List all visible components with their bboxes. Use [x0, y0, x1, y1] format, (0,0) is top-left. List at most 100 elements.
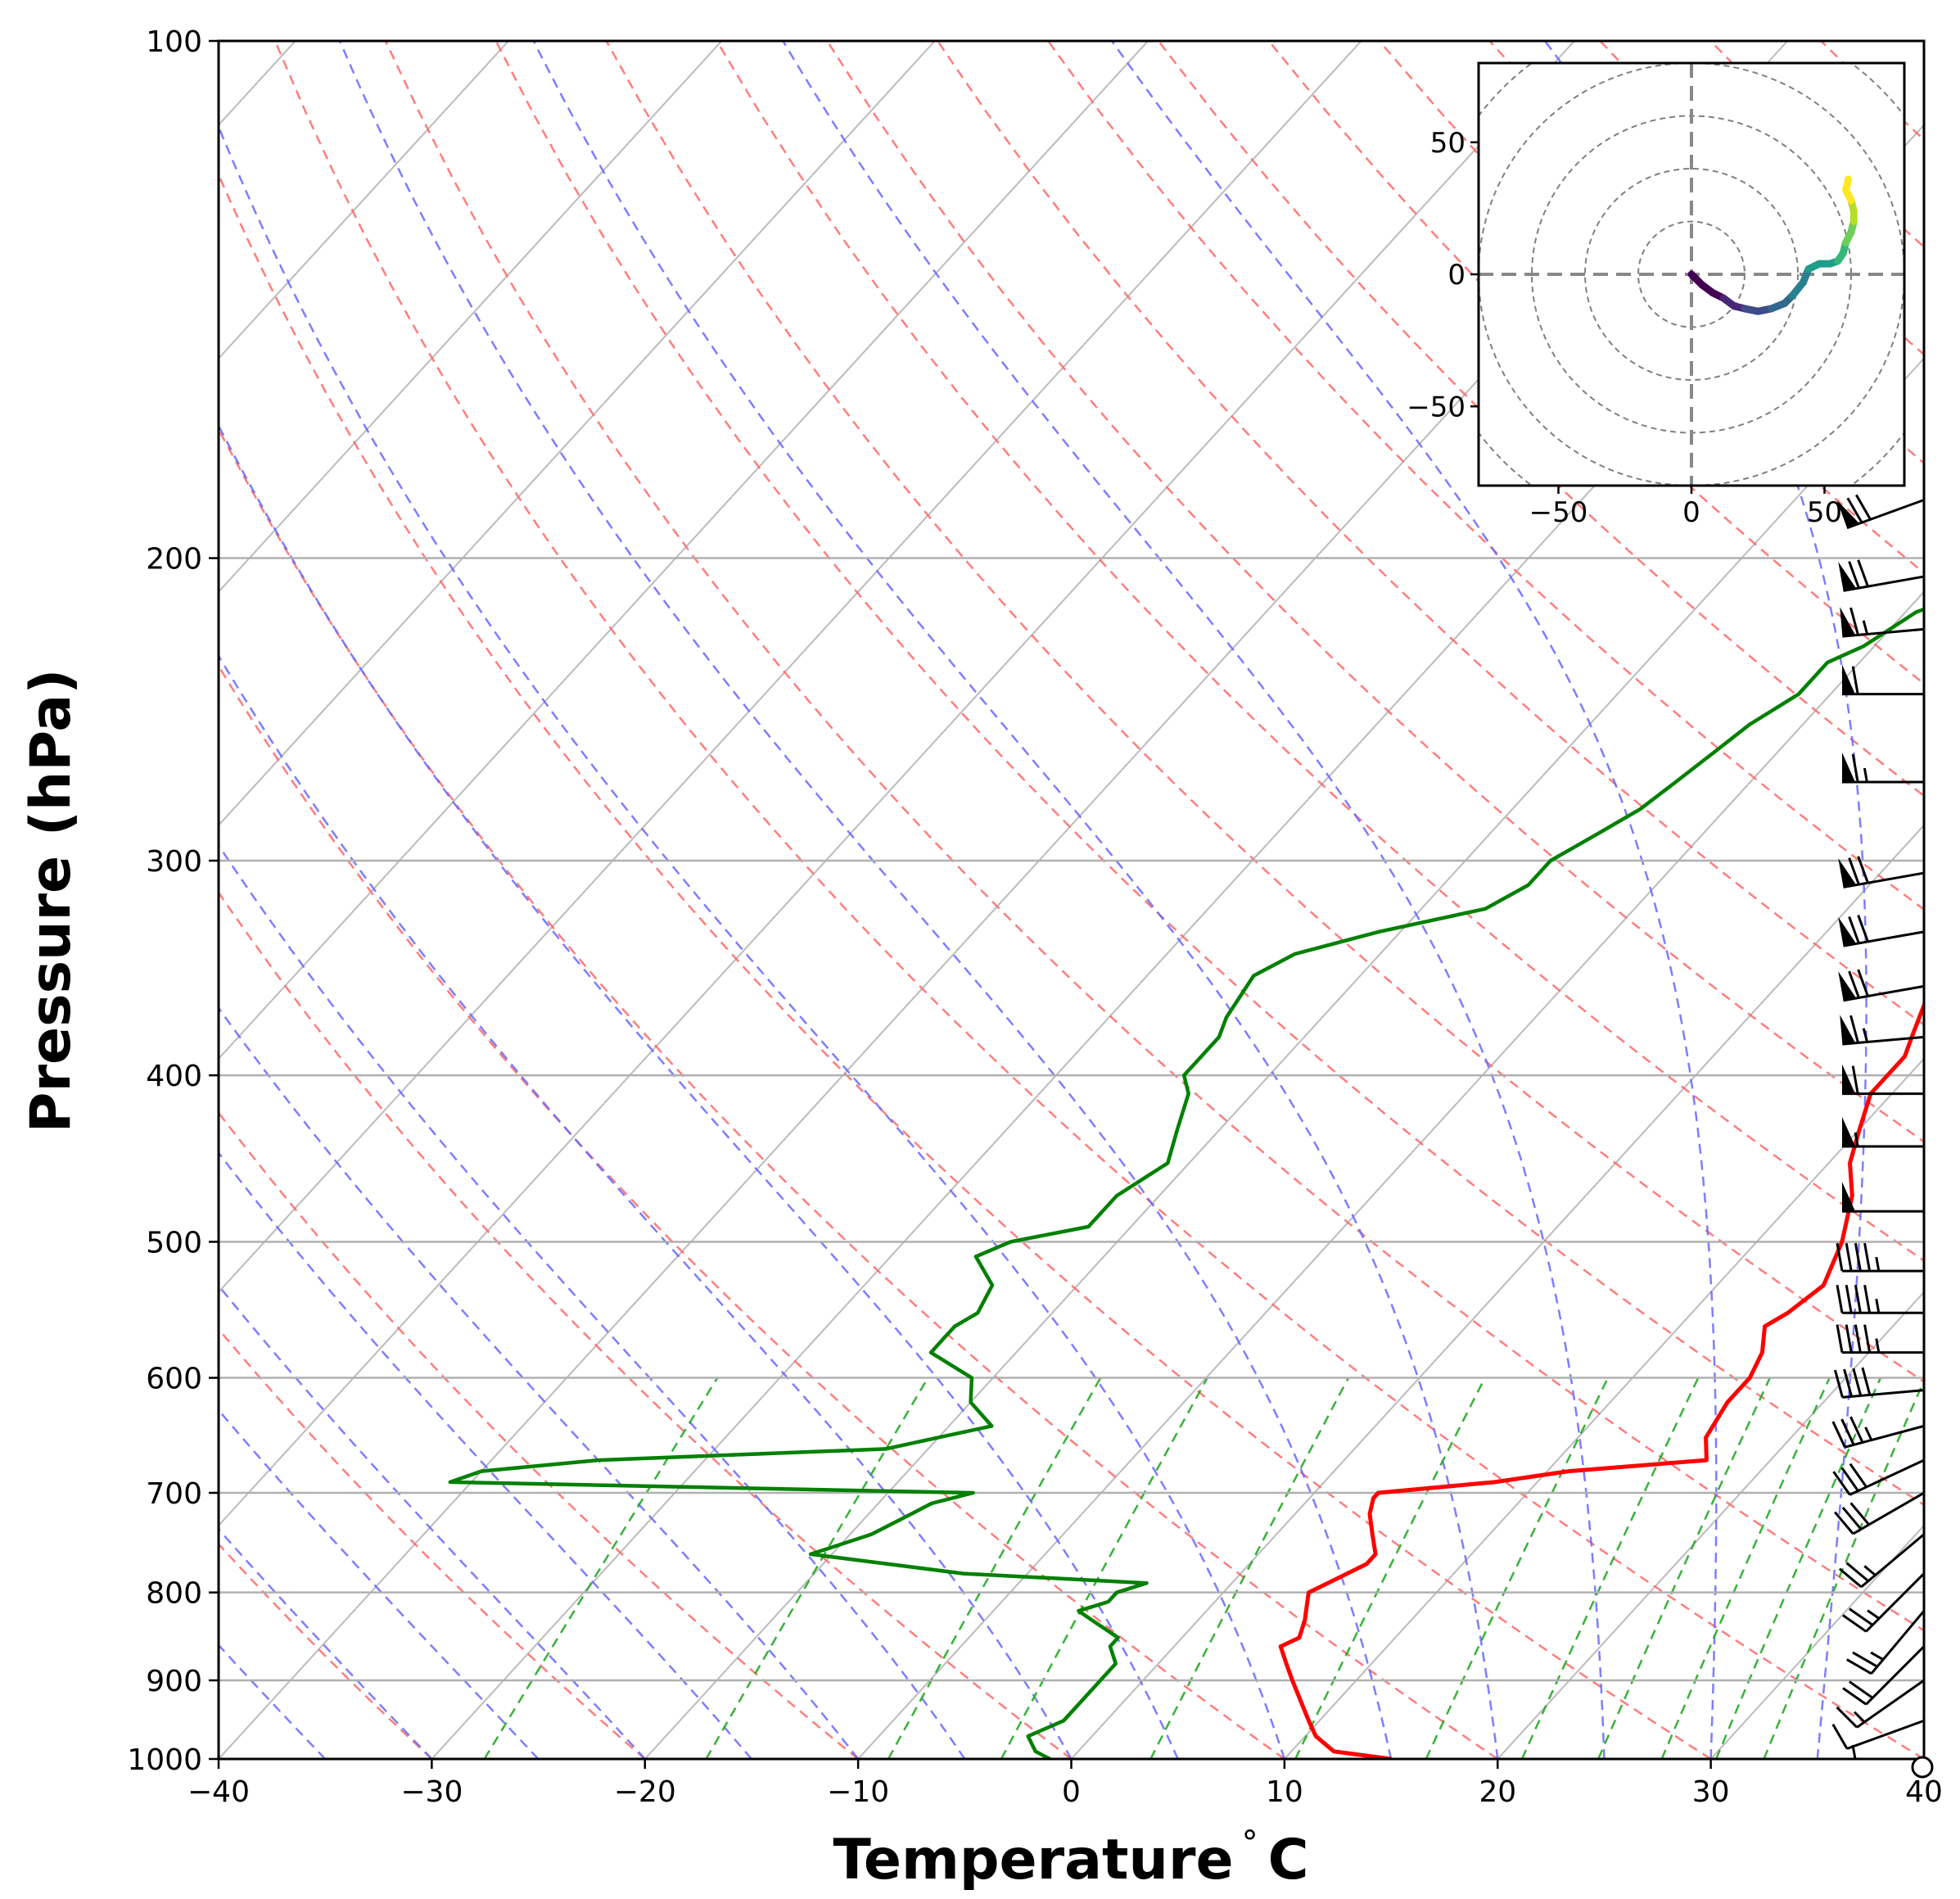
- barb-line: [1848, 561, 1860, 589]
- moist-adiabat-line: [219, 1408, 540, 1759]
- barb-shaft: [1865, 1572, 1926, 1633]
- barb-shaft: [1845, 1424, 1925, 1449]
- dry-adiabat-line: [219, 1327, 646, 1759]
- y-tick-label: 900: [146, 1665, 202, 1698]
- pressure-grid-lines: [219, 41, 1924, 1759]
- hodograph-segment: [1842, 175, 1853, 194]
- barb-shaft: [1849, 1458, 1925, 1496]
- barb-line: [1831, 1723, 1849, 1750]
- barb-flag: [1842, 753, 1855, 783]
- barb-shaft: [1852, 1491, 1925, 1535]
- barb-shaft: [1846, 1719, 1925, 1750]
- isotherm-line: [219, 41, 1149, 1060]
- wind-barb: [1842, 1572, 1926, 1633]
- barb-line: [1857, 856, 1869, 884]
- dry-adiabat-line: [219, 664, 1285, 1759]
- barb-line: [1846, 497, 1863, 523]
- barb-line: [1855, 494, 1872, 521]
- moist-adiabat-line: [532, 41, 1499, 1759]
- dry-adiabat-line: [273, 41, 1924, 1759]
- barb-line: [1845, 1324, 1853, 1353]
- wind-barb: [1842, 1645, 1926, 1706]
- barb-flag: [1838, 971, 1857, 1001]
- barb-line: [1836, 1324, 1844, 1353]
- dry-adiabat-line: [219, 890, 1073, 1759]
- barb-half-line: [1870, 1651, 1884, 1661]
- x-tick-label: 30: [1692, 1775, 1730, 1809]
- x-tick-label: −30: [400, 1775, 463, 1809]
- barb-flag: [1840, 1015, 1856, 1045]
- barb-line: [1831, 1421, 1846, 1448]
- barb-line: [1849, 607, 1859, 635]
- hodograph-ticks: −50 0 50 50 0 −50: [1407, 127, 1842, 529]
- isotherm-line: [1070, 824, 1924, 1759]
- temperature-profile-line: [1278, 999, 1924, 1759]
- barb-line: [1840, 1418, 1855, 1445]
- barb-line: [1854, 1242, 1862, 1272]
- moist-adiabat-line: [219, 843, 966, 1759]
- barb-line: [1834, 1511, 1854, 1535]
- isotherm-line: [219, 41, 509, 360]
- hodograph-x-tick-label: 50: [1807, 496, 1842, 529]
- barb-line: [1849, 1416, 1864, 1444]
- moist-adiabat-line: [219, 1284, 646, 1759]
- wind-barb: [1836, 1324, 1924, 1354]
- barb-shaft: [1843, 930, 1925, 947]
- barb-half-line: [1875, 1256, 1881, 1272]
- y-tick-label: 300: [146, 845, 202, 879]
- barb-flag: [1842, 1116, 1855, 1146]
- hodograph-y-tick-label: −50: [1407, 391, 1465, 423]
- hodograph-inset: −50 0 50 50 0 −50: [1407, 61, 1906, 529]
- y-tick-label: 100: [146, 25, 202, 59]
- barb-shaft: [1865, 1645, 1926, 1706]
- wind-barbs: [1831, 494, 1926, 1761]
- barb-line: [1861, 1367, 1872, 1395]
- y-tick-label: 400: [146, 1060, 202, 1093]
- wind-barb: [1838, 969, 1925, 1002]
- dry-adiabat-line: [716, 41, 1924, 1262]
- dry-adiabat-line: [219, 427, 1499, 1759]
- x-axis-title-text: Temperature: [833, 1828, 1233, 1892]
- dry-adiabat-lines: [219, 41, 1924, 1759]
- barb-half-line: [1867, 1609, 1880, 1620]
- barb-line: [1832, 1471, 1851, 1496]
- wind-barb: [1842, 1064, 1924, 1096]
- x-axis-title-unit: C: [1268, 1828, 1309, 1892]
- x-tick-label: −40: [187, 1775, 250, 1809]
- barb-half-line: [1875, 1338, 1881, 1353]
- barb-shaft: [1843, 575, 1925, 592]
- barb-line: [1841, 1507, 1863, 1531]
- wind-barb: [1833, 1367, 1925, 1399]
- x-tick-label: −10: [827, 1775, 889, 1809]
- wind-barb: [1831, 1416, 1925, 1449]
- barb-shaft: [1842, 1035, 1925, 1046]
- barb-shaft: [1843, 984, 1925, 1002]
- isotherm-line: [219, 41, 1362, 1294]
- barb-line: [1848, 857, 1860, 885]
- barb-line: [1851, 1065, 1859, 1094]
- barb-flag: [1838, 857, 1857, 888]
- moist-adiabat-line: [219, 1006, 860, 1759]
- barb-line: [1849, 1502, 1870, 1526]
- wind-barb: [1840, 607, 1925, 638]
- wind-barb: [1842, 1116, 1924, 1148]
- barb-line: [1848, 970, 1860, 998]
- isotherm-line: [219, 41, 723, 594]
- barb-half-line: [1864, 1427, 1873, 1441]
- barb-half-line: [1863, 1565, 1876, 1576]
- barb-line: [1851, 753, 1859, 783]
- wind-barb: [1836, 1242, 1924, 1273]
- x-tick-label: −20: [614, 1775, 676, 1809]
- dry-adiabat-line: [219, 172, 1712, 1759]
- dry-adiabat-line: [384, 41, 1924, 1632]
- barb-line: [1845, 1562, 1869, 1582]
- mixing-ratio-line: [705, 1377, 929, 1759]
- barb-line: [1833, 1369, 1844, 1398]
- y-tick-label: 500: [146, 1226, 202, 1259]
- barb-flag: [1838, 561, 1857, 591]
- calm-wind-circle: [1911, 1756, 1934, 1779]
- moist-adiabat-line: [338, 41, 1393, 1759]
- wind-barb: [1836, 1679, 1925, 1729]
- hodograph-y-tick-label: 0: [1447, 259, 1465, 292]
